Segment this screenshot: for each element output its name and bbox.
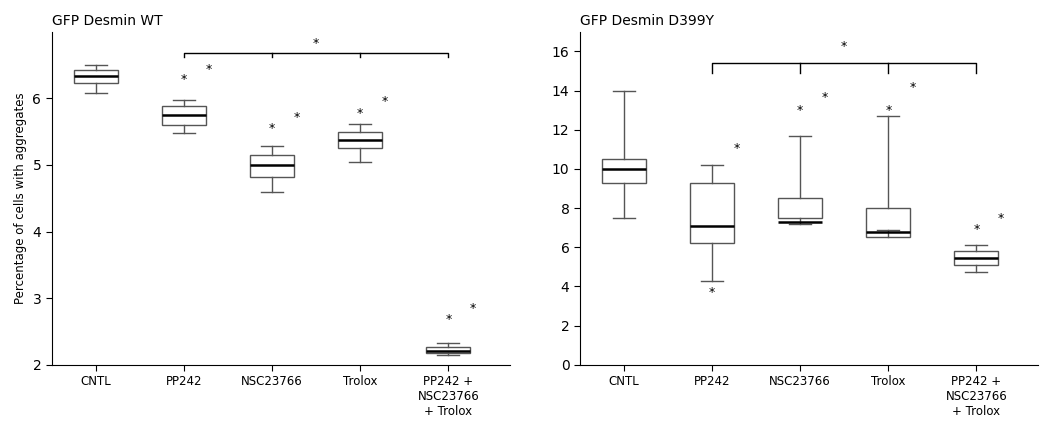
PathPatch shape (338, 132, 382, 148)
Text: *: * (733, 142, 740, 155)
Text: *: * (910, 82, 916, 95)
Text: *: * (269, 122, 276, 135)
Y-axis label: Percentage of cells with aggregates: Percentage of cells with aggregates (14, 92, 27, 304)
Text: *: * (998, 212, 1005, 225)
Text: *: * (357, 107, 363, 120)
PathPatch shape (162, 106, 206, 125)
Text: *: * (709, 286, 715, 299)
Text: *: * (181, 73, 187, 86)
Text: *: * (973, 223, 979, 236)
Text: *: * (470, 302, 477, 315)
PathPatch shape (602, 159, 646, 183)
Text: GFP Desmin D399Y: GFP Desmin D399Y (580, 14, 714, 28)
Text: *: * (294, 111, 300, 124)
Text: *: * (822, 91, 828, 104)
Text: *: * (205, 64, 211, 76)
PathPatch shape (866, 208, 910, 238)
Text: *: * (797, 104, 804, 117)
Text: *: * (885, 104, 891, 117)
PathPatch shape (250, 155, 295, 177)
Text: *: * (382, 95, 388, 108)
Text: *: * (842, 40, 847, 54)
PathPatch shape (954, 251, 998, 265)
PathPatch shape (778, 198, 823, 218)
Text: *: * (313, 37, 319, 50)
Text: *: * (445, 313, 451, 326)
PathPatch shape (426, 347, 470, 353)
Text: GFP Desmin WT: GFP Desmin WT (52, 14, 162, 28)
PathPatch shape (690, 183, 734, 243)
PathPatch shape (74, 70, 118, 83)
